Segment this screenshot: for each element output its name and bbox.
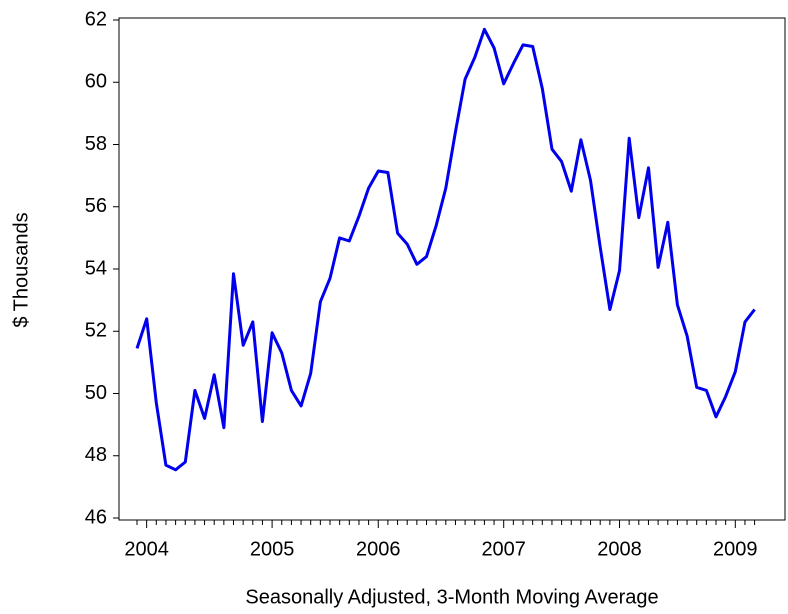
x-tick-label: 2006 — [356, 538, 401, 560]
x-axis-label: Seasonally Adjusted, 3-Month Moving Aver… — [245, 586, 658, 608]
y-tick-label: 56 — [85, 195, 107, 217]
y-tick-label: 58 — [85, 133, 107, 155]
y-tick-label: 50 — [85, 382, 107, 404]
y-tick-label: 60 — [85, 71, 107, 93]
line — [135, 27, 756, 472]
x-tick-label: 2004 — [124, 538, 169, 560]
x-tick-label: 2009 — [713, 538, 758, 560]
x-tick-label: 2008 — [597, 538, 642, 560]
x-tick-label: 2005 — [250, 538, 295, 560]
plot-frame — [118, 17, 786, 521]
y-tick-label: 46 — [85, 506, 107, 528]
y-tick-label: 52 — [85, 320, 107, 342]
y-axis-label: $ Thousands — [10, 212, 32, 327]
x-tick-label: 2007 — [481, 538, 526, 560]
y-tick-label: 62 — [85, 8, 107, 30]
y-tick-label: 48 — [85, 444, 107, 466]
y-tick-label: 54 — [85, 257, 107, 279]
